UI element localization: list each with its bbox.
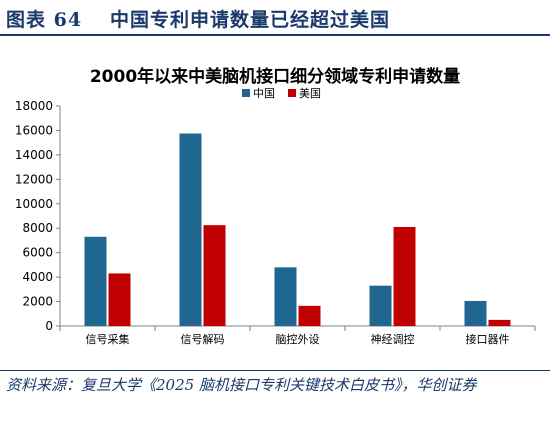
x-tick-label: 脑控外设 [276,332,320,346]
bar-china-3 [274,267,297,326]
bar-usa-3 [298,305,321,326]
bar-usa-2 [203,225,226,326]
legend-label-1: 中国 [253,87,275,100]
y-tick-label: 4000 [22,270,53,284]
chart-title: 2000年以来中美脑机接口细分领域专利申请数量 [89,67,461,87]
legend-swatch-1 [242,89,250,97]
bar-usa-1 [108,273,131,326]
bar-china-5 [464,300,487,326]
legend-swatch-2 [288,89,296,97]
legend-label-2: 美国 [299,87,321,100]
bars [84,133,511,326]
bar-usa-5 [488,319,511,326]
y-tick-label: 16000 [15,123,53,137]
y-tick-label: 12000 [15,172,53,186]
header-rule [0,34,550,36]
x-axis: 信号采集 信号解码 脑控外设 神经调控 接口器件 [59,325,536,346]
bar-usa-4 [393,227,416,326]
y-tick-label: 18000 [15,99,53,113]
x-tick-label: 接口器件 [466,333,510,346]
y-tick-label: 8000 [22,221,53,235]
source-note: 资料来源：复旦大学《2025 脑机接口专利关键技术白皮书》，华创证券 [6,376,477,394]
y-tick-label: 14000 [15,148,53,162]
bar-chart: 0 2000 4000 6000 8000 10000 12000 14000 16000 180… [15,87,536,346]
footer-rule [0,370,550,371]
y-axis: 0 2000 4000 6000 8000 10000 12000 14000 16000 180… [15,99,61,333]
figure-header: 图表 64 中国专利申请数量已经超过美国 [0,0,550,36]
y-tick-label: 10000 [15,197,53,211]
legend: 中国 美国 [242,87,321,100]
x-tick-label: 信号解码 [181,332,225,346]
x-tick-label: 神经调控 [371,332,415,346]
y-tick-label: 6000 [22,246,53,260]
figure-label: 图表 64 [6,9,83,31]
y-tick-label: 2000 [22,295,53,309]
bar-china-4 [369,285,392,326]
y-tick-label: 0 [45,319,53,333]
figure-title: 中国专利申请数量已经超过美国 [110,9,391,31]
bar-china-1 [84,236,107,326]
bar-china-2 [179,133,202,326]
x-tick-label: 信号采集 [86,332,130,346]
